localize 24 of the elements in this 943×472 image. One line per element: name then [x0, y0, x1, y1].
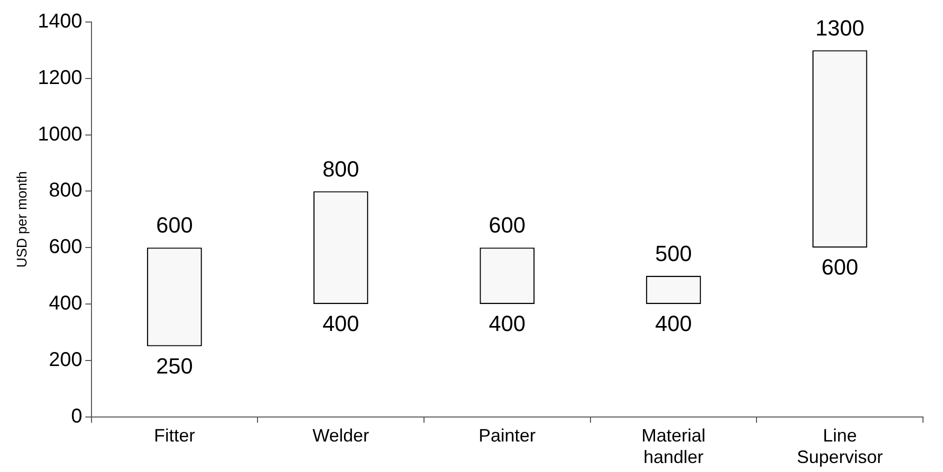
- annotation: 600: [821, 254, 858, 280]
- y-tick-label: 1000: [38, 123, 82, 146]
- x-tick-label: Line Supervisor: [796, 426, 883, 468]
- y-tick-label: 1400: [38, 10, 82, 33]
- annotation: 600: [488, 212, 526, 238]
- y-tick-label: 400: [48, 292, 82, 315]
- y-tick-label: 200: [48, 348, 82, 371]
- annotation: 400: [322, 311, 360, 336]
- annotation: 500: [655, 240, 692, 266]
- annotation: 600: [156, 212, 193, 238]
- y-tick-label: 600: [48, 236, 82, 258]
- x-tick-label: Fitter: [154, 426, 195, 446]
- annotation: 800: [322, 156, 360, 182]
- y-tick-label: 0: [71, 405, 82, 428]
- annotation: 1300: [815, 15, 864, 40]
- x-tick-label: Welder: [312, 426, 370, 446]
- y-axis-title: USD per month: [13, 171, 30, 268]
- annotation: 250: [156, 353, 193, 378]
- annotation: 400: [655, 311, 692, 336]
- annotation: 400: [488, 311, 526, 336]
- y-tick-label: 1200: [38, 66, 82, 89]
- x-tick-label: Painter: [478, 426, 536, 446]
- y-tick-label: 800: [48, 180, 82, 202]
- x-tick-label: Material handler: [641, 426, 706, 468]
